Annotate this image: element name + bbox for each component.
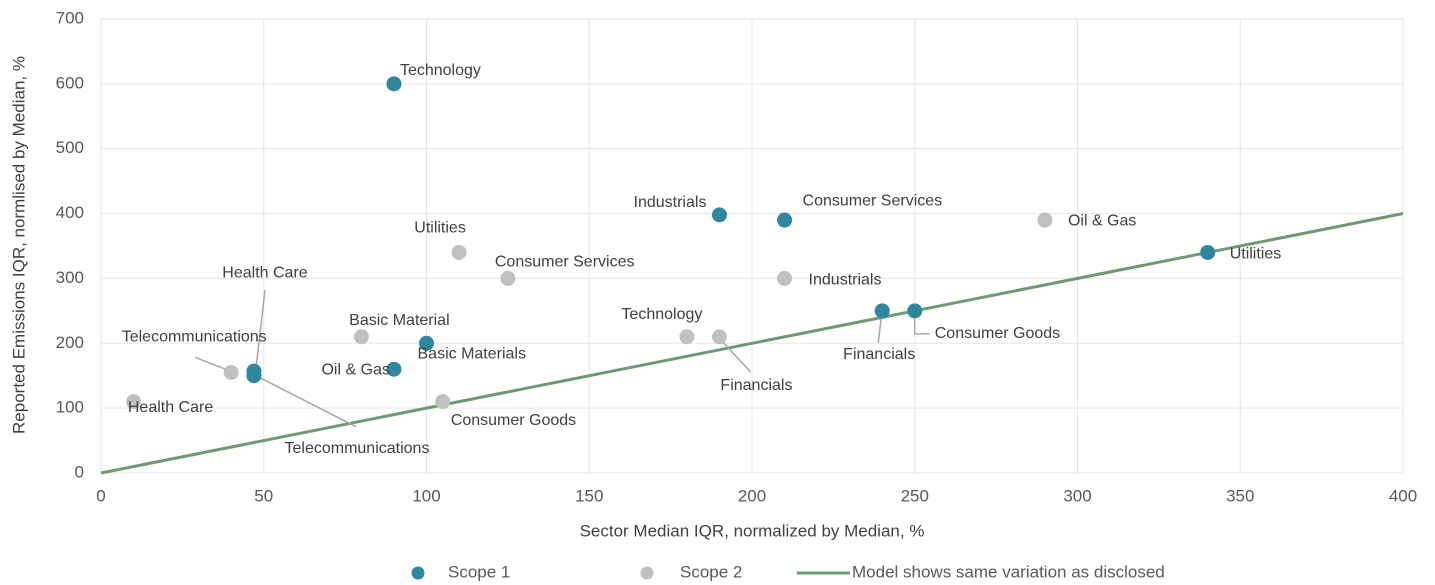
y-axis-title: Reported Emissions IQR, normlised by Med… — [9, 56, 28, 434]
point-label: Oil & Gas — [1068, 212, 1136, 229]
point-label: Health Care — [222, 264, 307, 281]
leader-line — [721, 341, 751, 373]
point — [246, 368, 262, 384]
point — [1037, 212, 1053, 228]
point-label: Consumer Services — [495, 254, 635, 271]
point-label: Telecommunications — [285, 440, 430, 457]
point — [353, 329, 369, 345]
y-tick-label: 500 — [56, 138, 84, 157]
point-label: Technology — [400, 62, 481, 79]
point — [386, 76, 402, 92]
y-tick-label: 200 — [56, 333, 84, 352]
x-tick-label: 200 — [738, 486, 766, 505]
y-tick-label: 400 — [56, 203, 84, 222]
point — [419, 335, 434, 351]
point-label: Utilities — [414, 220, 466, 237]
leader-line — [255, 375, 357, 428]
point-label: Industrials — [809, 272, 882, 289]
point — [711, 329, 727, 345]
point-label: Industrials — [634, 194, 707, 211]
legend-label: Scope 2 — [680, 562, 742, 581]
point — [1200, 244, 1216, 260]
legend-marker — [411, 566, 425, 580]
leader-line — [914, 317, 930, 335]
point — [777, 212, 793, 228]
x-tick-label: 250 — [901, 486, 929, 505]
legend-marker — [640, 566, 654, 580]
point-label: Telecommunications — [122, 329, 267, 346]
point — [386, 361, 402, 377]
point-label: Technology — [621, 306, 702, 323]
point — [126, 394, 142, 410]
point-label: Consumer Goods — [935, 325, 1060, 342]
point-label: Basic Materials — [418, 346, 526, 363]
point-label: Financials — [843, 346, 915, 363]
x-tick-label: 350 — [1226, 486, 1254, 505]
point — [500, 270, 516, 286]
point — [679, 329, 695, 345]
point-label: Consumer Goods — [451, 412, 576, 429]
legend-label: Scope 1 — [448, 562, 510, 581]
y-tick-label: 300 — [56, 268, 84, 287]
y-tick-label: 600 — [56, 73, 84, 92]
x-tick-label: 150 — [575, 486, 603, 505]
point — [223, 364, 239, 380]
point — [907, 303, 923, 319]
leader-line — [194, 356, 227, 371]
y-tick-label: 700 — [56, 8, 84, 27]
point-label: Health Care — [128, 399, 213, 416]
leader-line — [255, 290, 266, 369]
point-label: Oil & Gas — [321, 361, 389, 378]
point-label: Utilities — [1230, 246, 1282, 263]
point — [435, 394, 451, 410]
point — [711, 207, 727, 223]
model-line — [100, 212, 1404, 475]
leader-line — [877, 317, 882, 343]
point — [451, 244, 467, 260]
x-axis-title: Sector Median IQR, normalized by Median,… — [580, 521, 925, 540]
y-tick-label: 0 — [75, 462, 84, 481]
point — [874, 303, 890, 319]
point-label: Financials — [720, 377, 792, 394]
legend-label: Model shows same variation as disclosed — [852, 562, 1165, 581]
point — [777, 270, 793, 286]
x-tick-label: 100 — [412, 486, 440, 505]
point-label: Basic Material — [349, 312, 449, 329]
y-tick-label: 100 — [56, 398, 84, 417]
x-tick-label: 0 — [96, 486, 105, 505]
x-tick-label: 50 — [254, 486, 273, 505]
x-tick-label: 300 — [1063, 486, 1091, 505]
x-tick-label: 400 — [1389, 486, 1417, 505]
point-label: Consumer Services — [803, 192, 943, 209]
